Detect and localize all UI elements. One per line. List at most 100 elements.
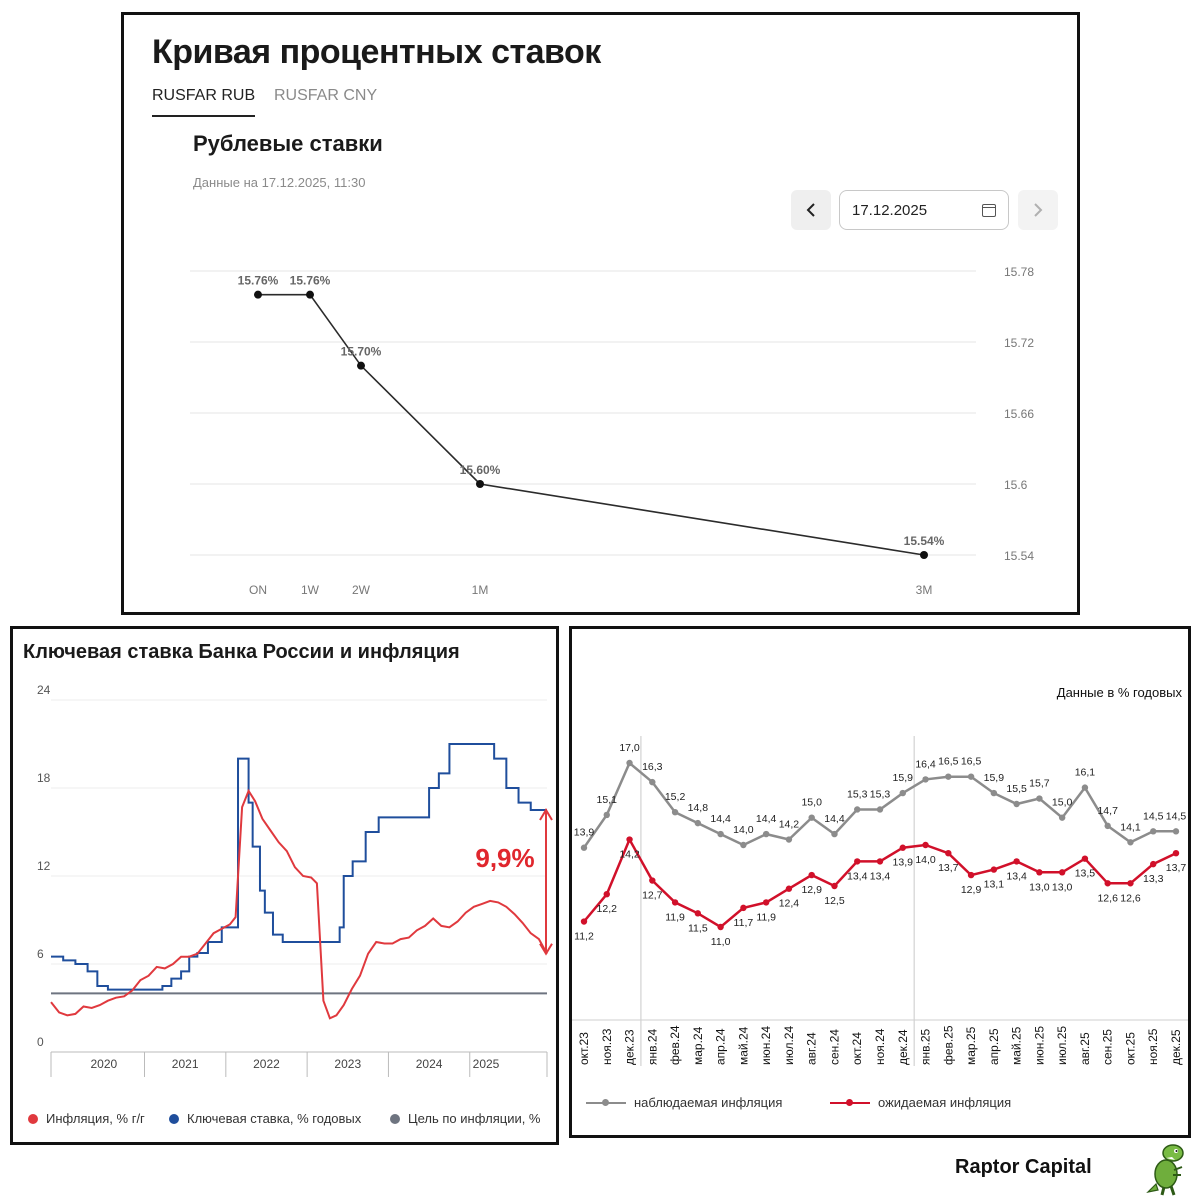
x-tick-label: июл.25 <box>1055 1026 1069 1065</box>
data-label: 15,0 <box>1052 797 1073 809</box>
x-tick-label: фев.24 <box>668 1025 682 1065</box>
data-point <box>785 885 793 892</box>
data-label: 13,4 <box>870 870 891 882</box>
data-label: 13,4 <box>847 870 868 882</box>
data-label: 13,0 <box>1029 881 1050 893</box>
next-date-button[interactable] <box>1018 190 1058 230</box>
data-point <box>808 814 815 821</box>
data-label: 14,4 <box>710 813 731 825</box>
calendar-icon[interactable] <box>982 203 996 217</box>
legend-inflation: Инфляция, % г/г <box>28 1111 145 1126</box>
page-title: Кривая процентных ставок <box>152 33 601 71</box>
data-point <box>876 858 884 865</box>
x-tick-label: ноя.23 <box>600 1028 614 1065</box>
x-tick-label: мар.25 <box>964 1026 978 1065</box>
data-timestamp: Данные на 17.12.2025, 11:30 <box>193 175 366 190</box>
tab-rusfar-rub[interactable]: RUSFAR RUB <box>152 87 256 117</box>
x-tick-label: мар.24 <box>691 1026 705 1065</box>
x-tick-label: 2022 <box>253 1057 280 1071</box>
legend-observed-marker <box>586 1098 626 1106</box>
rusfar-panel: Кривая процентных ставок RUSFAR RUB RUSF… <box>121 12 1080 615</box>
x-tick-label: ON <box>249 583 267 597</box>
data-point <box>808 871 815 879</box>
data-point <box>1081 855 1089 862</box>
data-point <box>899 844 906 851</box>
x-tick-label: авг.24 <box>805 1032 819 1065</box>
data-point <box>945 773 952 780</box>
yield-curve-chart: 15.78 15.72 15.66 15.6 15.54 15.76% ON 15.76% 1W… <box>190 265 1034 597</box>
x-tick-label: май.24 <box>736 1026 750 1065</box>
data-label: 11,9 <box>665 911 685 923</box>
data-label: 14,5 <box>1166 810 1187 822</box>
data-label: 15,3 <box>870 788 891 800</box>
date-value: 17.12.2025 <box>852 201 928 219</box>
data-point <box>1104 822 1111 830</box>
legend-target: Цель по инфляции, % <box>390 1111 541 1126</box>
data-label: 11,5 <box>688 922 708 934</box>
data-point <box>1058 814 1066 821</box>
x-tick-label: май.25 <box>1010 1026 1024 1065</box>
data-point <box>580 844 588 851</box>
data-label: 11,9 <box>756 911 776 923</box>
data-label: 15,9 <box>984 772 1005 784</box>
key-rate-panel: Ключевая ставка Банка России и инфляция … <box>10 626 559 1145</box>
y-tick-label: 0 <box>37 1035 44 1049</box>
legend-inflation-dot <box>28 1113 38 1124</box>
inflation-expectations-chart: окт.23 ноя.23 дек.23 янв.24 фев.24 мар.24 апр.… <box>572 736 1188 1066</box>
chevron-right-icon <box>1034 203 1043 217</box>
x-tick-label: сен.24 <box>827 1029 841 1065</box>
data-point <box>626 836 633 843</box>
y-tick-label: 6 <box>37 947 44 961</box>
data-point <box>580 918 588 925</box>
data-label: 15,3 <box>847 788 868 800</box>
chevron-left-icon <box>806 203 815 217</box>
x-tick-label: авг.25 <box>1078 1032 1092 1065</box>
data-label: 15,2 <box>665 791 686 803</box>
data-label: 16,4 <box>915 758 936 770</box>
tab-rusfar-cny[interactable]: RUSFAR CNY <box>274 87 378 104</box>
prev-date-button[interactable] <box>791 190 831 230</box>
data-label: 12,7 <box>642 890 663 902</box>
data-point <box>831 882 838 890</box>
x-tick-label: ноя.24 <box>873 1028 887 1065</box>
data-label: 13,9 <box>574 827 595 839</box>
annotation-arrowhead <box>539 943 553 956</box>
x-tick-label: апр.24 <box>714 1028 728 1065</box>
y-tick-label: 12 <box>37 859 51 873</box>
data-point <box>1036 795 1043 802</box>
data-point <box>1172 850 1180 857</box>
x-tick-label: 1M <box>472 583 489 597</box>
data-point <box>831 830 838 838</box>
x-tick-label: ноя.25 <box>1146 1028 1160 1065</box>
key-rate-line <box>51 743 547 991</box>
dinosaur-icon <box>1146 1144 1184 1196</box>
data-label: 12,9 <box>801 884 822 896</box>
key-rate-chart-title: Ключевая ставка Банка России и инфляция <box>23 641 460 663</box>
data-point <box>990 789 998 797</box>
data-label: 15,0 <box>801 797 822 809</box>
data-point <box>357 361 365 370</box>
legend-observed: наблюдаемая инфляция <box>586 1095 782 1110</box>
y-tick-label: 24 <box>37 683 51 697</box>
date-input[interactable]: 17.12.2025 <box>839 190 1009 230</box>
legend-key-rate-label: Ключевая ставка, % годовых <box>187 1111 362 1126</box>
legend-expected-label: ожидаемая инфляция <box>878 1095 1012 1110</box>
data-label: 14,5 <box>1143 810 1164 822</box>
data-point <box>1127 880 1134 887</box>
data-point <box>1104 880 1111 887</box>
data-label: 11,7 <box>734 917 754 929</box>
y-tick-label: 15.66 <box>1004 407 1034 421</box>
data-point <box>854 858 861 865</box>
y-tick-label: 15.6 <box>1004 478 1028 492</box>
y-tick-label: 15.78 <box>1004 265 1034 279</box>
data-point <box>649 778 656 786</box>
y-tick-label: 18 <box>37 771 51 785</box>
data-point <box>990 866 998 873</box>
x-tick-label: 3M <box>916 583 933 597</box>
data-label: 13,0 <box>1052 881 1073 893</box>
data-point <box>967 773 975 780</box>
x-tick-label: окт.25 <box>1123 1032 1137 1065</box>
data-point <box>476 480 484 488</box>
x-tick-label: дек.24 <box>896 1029 910 1065</box>
data-label: 15,5 <box>1006 783 1027 795</box>
